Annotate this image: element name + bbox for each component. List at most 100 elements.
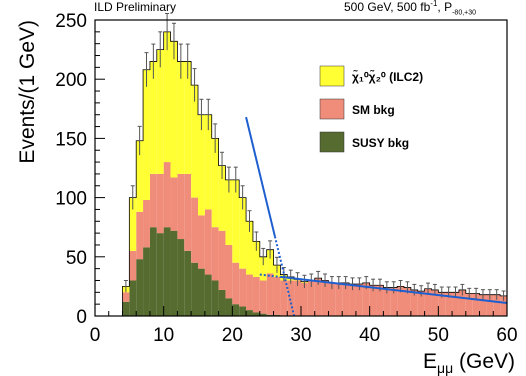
bar-sm-bkg-57: [486, 294, 494, 316]
bar-sm-bkg-30: [301, 282, 308, 316]
bar-sm-bkg-51: [445, 292, 453, 316]
header-right-main: 500 GeV, 500 fb: [344, 0, 431, 14]
header-right-sup: -1: [430, 0, 438, 8]
bar-susy-bkg-8: [149, 227, 157, 316]
fit-signal-edge-extrapolation: [273, 236, 296, 317]
legend-swatch-1: [319, 98, 345, 120]
bar-sm-bkg-58: [493, 294, 501, 316]
bar-sm-bkg-34: [328, 282, 336, 316]
bar-sm-bkg-53: [458, 289, 466, 316]
bar-sm-bkg-33: [321, 280, 329, 316]
bar-sm-bkg-44: [397, 286, 404, 316]
bar-susy-bkg-14: [191, 262, 198, 316]
bar-sm-bkg-17: [211, 227, 219, 281]
y-tick-label-150: 150: [55, 129, 87, 150]
legend-label-0: χ̃₁⁰χ̃₂⁰ (ILC2): [352, 69, 423, 84]
bar--ilc2--23: [252, 241, 260, 277]
x-tick-label-20: 20: [222, 325, 243, 346]
bar-sm-bkg-24: [259, 280, 267, 314]
header-right-sub: -80,+30: [452, 9, 477, 17]
bar-susy-bkg-19: [225, 298, 233, 316]
bar--ilc2--18: [218, 165, 226, 231]
bar-sm-bkg-9: [156, 173, 164, 234]
x-tick-label-60: 60: [496, 325, 517, 346]
bar-sm-bkg-27: [280, 280, 288, 316]
histogram-outline: [122, 31, 508, 316]
bar-susy-bkg-4: [122, 301, 130, 316]
bar--ilc2--8: [149, 61, 157, 174]
bar-sm-bkg-10: [163, 162, 171, 228]
fit-background-extrapolation: [259, 273, 281, 278]
bar--ilc2--12: [177, 61, 185, 174]
bar-susy-bkg-24: [259, 313, 267, 316]
bar-susy-bkg-6: [136, 259, 144, 316]
legend-swatch-2: [319, 131, 345, 153]
bar--ilc2--5: [129, 197, 137, 251]
bar-sm-bkg-48: [424, 288, 432, 316]
x-axis-label: Eμμ (GeV): [423, 350, 515, 376]
x-axis-ticks: 0 10 20 30 40 50 60: [90, 306, 518, 346]
bar-sm-bkg-52: [452, 292, 459, 316]
bar-sm-bkg-35: [335, 282, 343, 316]
y-axis-label: Events/(1 GeV): [16, 20, 39, 164]
bar-sm-bkg-46: [410, 289, 418, 316]
bar-susy-bkg-12: [177, 239, 185, 316]
bar-susy-bkg-23: [252, 312, 260, 316]
bar-sm-bkg-29: [294, 280, 301, 316]
bar--ilc2--25: [266, 249, 274, 274]
bar-sm-bkg-38: [355, 284, 363, 316]
bar-susy-bkg-22: [246, 310, 253, 316]
bar-sm-bkg-37: [349, 284, 356, 316]
x-tick-label-10: 10: [153, 325, 174, 346]
bar--ilc2--21: [239, 197, 247, 269]
legend-label-1: SM bkg: [352, 103, 395, 117]
bar-sm-bkg-25: [266, 273, 274, 315]
bar--ilc2--16: [204, 114, 212, 210]
bar-sm-bkg-5: [129, 250, 137, 281]
bar--ilc2--14: [191, 85, 198, 198]
legend-swatch-0: [319, 65, 345, 87]
bar-sm-bkg-59: [500, 295, 507, 316]
header-left: ILD Preliminary: [94, 0, 177, 14]
bar-sm-bkg-36: [342, 282, 350, 316]
y-axis-ticks: 0 50 100 150 200 250: [55, 11, 105, 328]
bar-susy-bkg-17: [211, 280, 219, 316]
bar--ilc2--13: [184, 61, 192, 174]
bar-susy-bkg-11: [170, 230, 178, 316]
x-tick-label-40: 40: [359, 325, 380, 346]
bar-sm-bkg-18: [218, 230, 226, 290]
bar-sm-bkg-26: [273, 276, 281, 315]
bar-sm-bkg-54: [465, 293, 473, 316]
bar--ilc2--17: [211, 138, 219, 228]
bar-sm-bkg-40: [369, 285, 377, 316]
bar-sm-bkg-21: [239, 268, 247, 307]
bar-susy-bkg-18: [218, 289, 226, 316]
bar-sm-bkg-13: [184, 173, 192, 251]
y-tick-label-200: 200: [55, 70, 87, 91]
bar-sm-bkg-50: [438, 292, 446, 316]
bar-sm-bkg-43: [390, 287, 398, 316]
header-right: 500 GeV, 500 fb-1, P-80,+30: [344, 0, 477, 17]
y-tick-label-250: 250: [55, 11, 87, 32]
bar-susy-bkg-16: [204, 274, 212, 316]
bar-sm-bkg-56: [479, 294, 487, 316]
bar--ilc2--20: [232, 179, 240, 263]
bar-sm-bkg-32: [314, 278, 322, 316]
y-tick-label-100: 100: [55, 189, 87, 210]
y-tick-label-50: 50: [66, 248, 87, 269]
bar--ilc2--10: [163, 31, 171, 163]
bar--ilc2--9: [156, 49, 164, 174]
bar-sm-bkg-22: [246, 274, 253, 311]
bar-sm-bkg-28: [287, 280, 295, 316]
bar-susy-bkg-9: [156, 233, 164, 316]
x-tick-label-30: 30: [290, 325, 311, 346]
bar-sm-bkg-55: [472, 293, 480, 316]
bar-sm-bkg-8: [149, 173, 157, 228]
bar-sm-bkg-16: [204, 209, 212, 275]
bar-sm-bkg-12: [177, 173, 185, 240]
bar-susy-bkg-15: [198, 268, 205, 316]
bar-susy-bkg-13: [184, 250, 192, 316]
bar--ilc2--15: [198, 114, 205, 216]
bar-sm-bkg-41: [376, 285, 384, 316]
